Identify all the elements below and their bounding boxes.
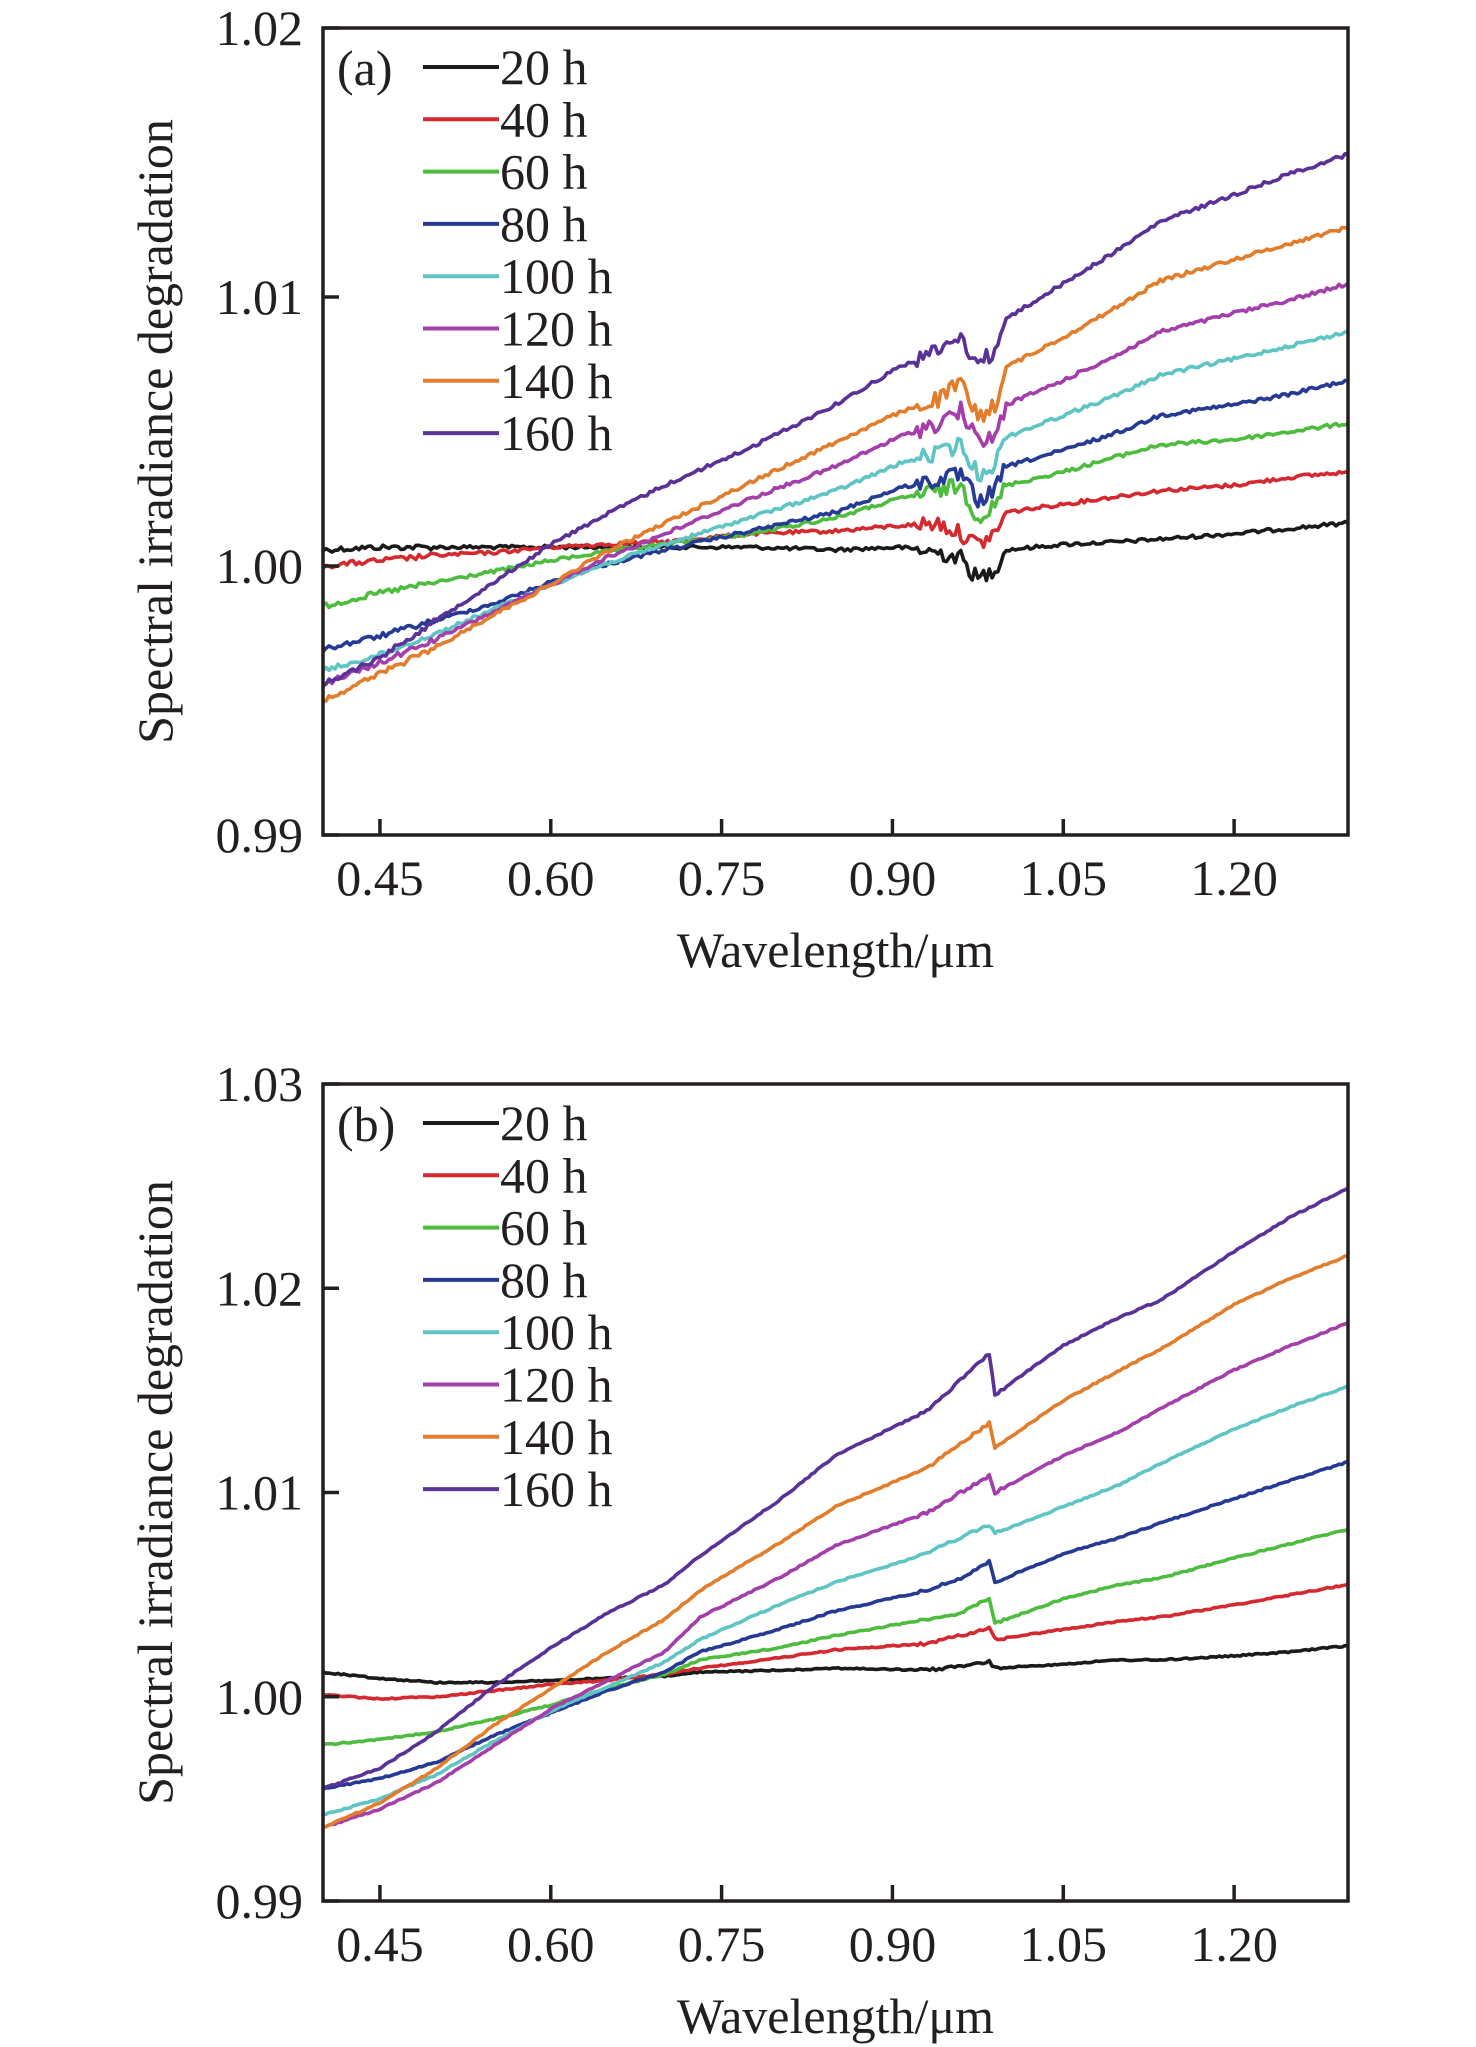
x-tick-label: 0.60 bbox=[507, 1916, 595, 1972]
legend-item: 40 h bbox=[423, 1147, 588, 1203]
legend-label: 40 h bbox=[500, 1147, 588, 1203]
series-line-160h bbox=[323, 151, 1348, 687]
x-tick-label: 1.05 bbox=[1020, 1916, 1108, 1972]
legend-label: 120 h bbox=[500, 1357, 613, 1413]
y-axis-title: Spectral irradiance degradation bbox=[127, 119, 183, 744]
legend-item: 80 h bbox=[423, 1252, 588, 1308]
legend-label: 100 h bbox=[500, 248, 613, 304]
x-tick-label: 1.20 bbox=[1190, 850, 1278, 906]
tick-labels: 0.45 0.60 0.75 0.90 1.05 1.20 0.99 1.00 1.01 1.02… bbox=[216, 1056, 1278, 1972]
series-line-100h bbox=[323, 330, 1348, 673]
series-layer bbox=[323, 1186, 1348, 1829]
y-tick-label: 1.00 bbox=[216, 1669, 304, 1725]
series-line-140h bbox=[323, 1253, 1348, 1829]
series-line-80h bbox=[323, 378, 1348, 654]
plot-frame bbox=[321, 1082, 1350, 1903]
legend-item: 120 h bbox=[423, 301, 613, 357]
legend-item: 60 h bbox=[423, 1200, 588, 1256]
legend-item: 100 h bbox=[423, 1304, 613, 1360]
legend-label: 20 h bbox=[500, 1095, 588, 1151]
x-tick-label: 0.90 bbox=[849, 1916, 937, 1972]
y-tick-label: 1.02 bbox=[216, 0, 304, 56]
legend-label: 20 h bbox=[500, 39, 588, 95]
series-line-160h bbox=[323, 1186, 1348, 1791]
x-axis-title: Wavelength/μm bbox=[677, 922, 994, 978]
legend-item: 40 h bbox=[423, 91, 588, 147]
legend-label: 60 h bbox=[500, 1200, 588, 1256]
series-line-120h bbox=[323, 281, 1348, 689]
x-tick-label: 0.60 bbox=[507, 850, 595, 906]
panel-label: (b) bbox=[337, 1096, 395, 1152]
series-line-100h bbox=[323, 1384, 1348, 1817]
x-tick-label: 1.20 bbox=[1190, 1916, 1278, 1972]
x-axis-title: Wavelength/μm bbox=[677, 1988, 994, 2044]
legend-item: 60 h bbox=[423, 144, 588, 200]
series-line-40h bbox=[323, 1582, 1348, 1701]
y-tick-label: 1.02 bbox=[216, 1260, 304, 1316]
x-tick-label: 1.05 bbox=[1020, 850, 1108, 906]
legend-item: 140 h bbox=[423, 1409, 613, 1465]
panel-a: 0.45 0.60 0.75 0.90 1.05 1.20 0.99 1.00 1.01 1.02… bbox=[127, 0, 1350, 978]
legend-item: 80 h bbox=[423, 196, 588, 252]
legend-item: 100 h bbox=[423, 248, 613, 304]
series-line-60h bbox=[323, 421, 1348, 610]
series-line-120h bbox=[323, 1321, 1348, 1829]
y-tick-label: 1.01 bbox=[216, 269, 304, 325]
legend-label: 160 h bbox=[500, 405, 613, 461]
x-tick-label: 0.75 bbox=[678, 850, 766, 906]
series-line-140h bbox=[323, 225, 1348, 704]
y-tick-label: 1.00 bbox=[216, 538, 304, 594]
y-tick-label: 1.01 bbox=[216, 1465, 304, 1521]
y-tick-label: 0.99 bbox=[216, 1873, 304, 1929]
axis-ticks bbox=[323, 26, 1236, 837]
legend-label: 40 h bbox=[500, 91, 588, 147]
tick-labels: 0.45 0.60 0.75 0.90 1.05 1.20 0.99 1.00 1.01 1.02 bbox=[216, 0, 1278, 906]
legend-label: 120 h bbox=[500, 301, 613, 357]
legend-item: 120 h bbox=[423, 1357, 613, 1413]
legend-label: 100 h bbox=[500, 1304, 613, 1360]
series-layer bbox=[323, 151, 1348, 704]
legend-label: 60 h bbox=[500, 144, 588, 200]
legend-item: 160 h bbox=[423, 405, 613, 461]
legend-label: 140 h bbox=[500, 353, 613, 409]
legend-label: 80 h bbox=[500, 1252, 588, 1308]
panel-b: 0.45 0.60 0.75 0.90 1.05 1.20 0.99 1.00 1.01 1.02… bbox=[127, 1056, 1350, 2044]
legend-label: 80 h bbox=[500, 196, 588, 252]
x-tick-label: 0.90 bbox=[849, 850, 937, 906]
legend-label: 160 h bbox=[500, 1461, 613, 1517]
x-tick-label: 0.45 bbox=[336, 850, 424, 906]
legend-item: 140 h bbox=[423, 353, 613, 409]
legend-label: 140 h bbox=[500, 1409, 613, 1465]
series-line-40h bbox=[323, 469, 1348, 571]
panel-label: (a) bbox=[337, 40, 393, 96]
series-line-20h bbox=[323, 519, 1348, 583]
series-line-20h bbox=[323, 1643, 1348, 1685]
axis-ticks bbox=[323, 1082, 1236, 1903]
y-tick-label: 0.99 bbox=[216, 807, 304, 863]
legend-item: 160 h bbox=[423, 1461, 613, 1517]
plot-frame bbox=[321, 26, 1350, 837]
x-tick-label: 0.75 bbox=[678, 1916, 766, 1972]
series-line-80h bbox=[323, 1460, 1348, 1791]
y-axis-title: Spectral irradiance degradation bbox=[127, 1180, 183, 1805]
legend-item: 20 h bbox=[423, 39, 588, 95]
x-tick-label: 0.45 bbox=[336, 1916, 424, 1972]
series-line-60h bbox=[323, 1527, 1348, 1747]
y-tick-label: 1.03 bbox=[216, 1056, 304, 1112]
legend-item: 20 h bbox=[423, 1095, 588, 1151]
